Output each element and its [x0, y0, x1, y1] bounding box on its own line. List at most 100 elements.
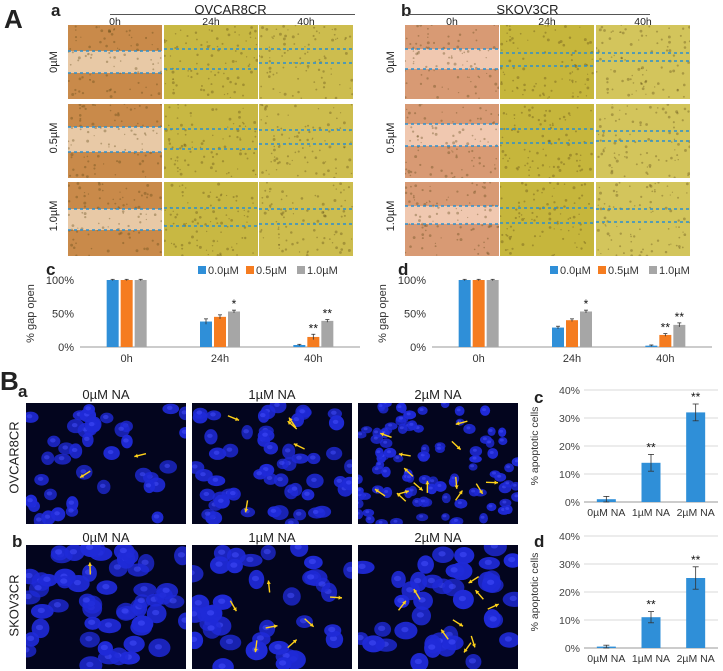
bar: [641, 462, 661, 502]
fl-col-0-a: 0µM NA: [82, 387, 130, 402]
x-tick-label: 40h: [656, 353, 674, 365]
y-tick-label: 40%: [559, 531, 580, 543]
bar: [228, 311, 240, 347]
chart-Bc: 0% 10% 20% 30% 40% % apoptotic cells 0µM NA 1µM…: [529, 385, 718, 519]
panel-label-B: B: [0, 366, 19, 396]
bar: [106, 280, 119, 347]
y-tick-label: 10%: [559, 469, 580, 481]
significance-mark: **: [661, 321, 671, 335]
row-0uM-a: 0µM: [48, 51, 60, 73]
panel-label-Ad: d: [398, 260, 409, 279]
legend-label: 1.0µM: [307, 265, 338, 277]
x-tick-label: 0h: [121, 353, 133, 365]
significance-mark: *: [584, 297, 589, 311]
x-tick-label: 1µM NA: [632, 507, 670, 519]
y-tick-label: 10%: [559, 615, 580, 627]
bar: [214, 316, 226, 347]
scratch-image-b: [500, 25, 594, 99]
y-tick-label: 50%: [404, 309, 426, 321]
y-tick-label: 50%: [52, 309, 74, 321]
panel-label-A: A: [4, 4, 23, 34]
legend-swatch: [649, 266, 657, 274]
y-axis-label: % apoptotic cells: [529, 407, 541, 486]
row-0uM-b: 0µM: [385, 51, 397, 73]
bar: [472, 280, 485, 347]
bar: [134, 280, 147, 347]
fluorescence-image: [192, 545, 352, 669]
col-0h-a: 0h: [109, 16, 121, 28]
fl-row-a: OVCAR8CR: [6, 421, 22, 494]
scratch-image-b: [405, 182, 499, 256]
scratch-image-a: [68, 182, 162, 256]
x-tick-label: 1µM NA: [632, 653, 670, 665]
bar: [293, 344, 306, 347]
panel-label-Ac: c: [46, 260, 56, 279]
x-tick-label: 24h: [211, 353, 229, 365]
legend-swatch: [598, 266, 606, 274]
y-tick-label: 20%: [559, 587, 580, 599]
bar: [321, 320, 334, 347]
y-axis-label: % apoptotic cells: [529, 553, 541, 632]
scratch-image-b: [405, 25, 499, 99]
legend-swatch: [198, 266, 206, 274]
fl-col-2-b: 2µM NA: [414, 530, 462, 545]
bar: [486, 280, 499, 347]
scratch-image-a: [259, 182, 353, 256]
bar: [120, 280, 133, 347]
legend-label: 0.5µM: [608, 265, 639, 277]
y-axis-label: % gap open: [377, 284, 389, 343]
row-05uM-a: 0.5µM: [48, 122, 60, 154]
panel-label-Bb: b: [12, 532, 23, 551]
significance-mark: **: [646, 598, 656, 612]
scratch-image-b: [500, 182, 594, 256]
chart-Bd: 0% 10% 20% 30% 40% % apoptotic cells 0µM NA 1µM…: [529, 531, 718, 665]
bar: [200, 321, 212, 347]
fluorescence-image: [358, 545, 518, 669]
scratch-image-a: [68, 25, 162, 99]
row-10uM-b: 1.0µM: [385, 200, 397, 232]
legend-label: 0.0µM: [560, 265, 591, 277]
scratch-image-a: [259, 104, 353, 178]
bar: [307, 336, 320, 347]
y-tick-label: 30%: [559, 413, 580, 425]
x-tick-label: 0h: [473, 353, 485, 365]
y-tick-label: 0%: [58, 342, 74, 354]
panel-label-Aa: a: [51, 1, 61, 20]
legend-label: 0.5µM: [256, 265, 287, 277]
y-tick-label: 20%: [559, 441, 580, 453]
fl-col-1-b: 1µM NA: [248, 530, 296, 545]
scratch-image-a: [164, 104, 258, 178]
panel-label-Ab: b: [401, 1, 412, 20]
significance-mark: **: [691, 390, 701, 404]
significance-mark: **: [323, 307, 333, 321]
bar: [673, 324, 686, 347]
x-tick-label: 2µM NA: [677, 507, 715, 519]
fluorescence-image: [26, 403, 186, 524]
significance-mark: **: [675, 310, 685, 324]
y-tick-label: 40%: [559, 385, 580, 397]
fl-col-1-a: 1µM NA: [248, 387, 296, 402]
fluorescence-image: [26, 545, 186, 669]
x-tick-label: 0µM NA: [587, 653, 625, 665]
legend-swatch: [297, 266, 305, 274]
y-axis-label: % gap open: [25, 284, 37, 343]
fluorescence-image: [358, 403, 518, 524]
bar: [580, 311, 592, 347]
panel-label-Bd: d: [534, 532, 545, 551]
row-10uM-a: 1.0µM: [48, 200, 60, 232]
scratch-image-b: [405, 104, 499, 178]
bar: [659, 334, 672, 347]
bar: [552, 327, 564, 347]
significance-mark: **: [691, 553, 701, 567]
fl-col-0-b: 0µM NA: [82, 530, 130, 545]
y-tick-label: 100%: [398, 275, 426, 287]
panel-label-Ba: a: [18, 382, 28, 401]
bar: [645, 345, 658, 347]
y-tick-label: 30%: [559, 559, 580, 571]
legend-swatch: [550, 266, 558, 274]
title-skov3cr: SKOV3CR: [496, 2, 559, 17]
panel-label-Bc: c: [534, 388, 544, 407]
scratch-image-a: [164, 25, 258, 99]
